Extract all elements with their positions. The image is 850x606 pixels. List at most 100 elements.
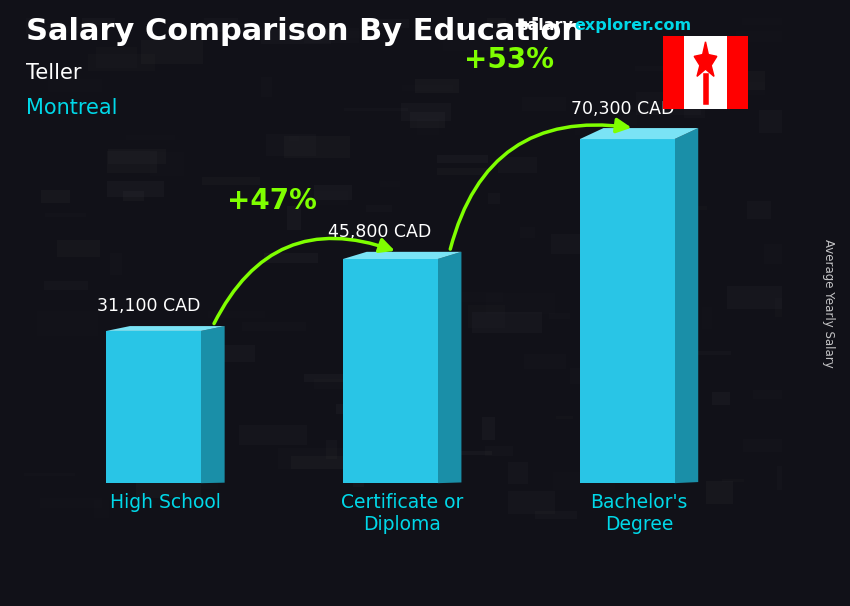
Bar [326,440,337,459]
Bar [520,227,536,238]
Bar [266,134,315,156]
Bar [110,253,122,275]
Bar [157,361,200,372]
Bar [393,274,413,286]
Text: Salary Comparison By Education: Salary Comparison By Education [26,17,583,46]
Bar [199,345,255,362]
Bar [264,253,318,263]
Bar [683,96,705,118]
Bar [242,322,306,331]
Bar [150,153,184,176]
Bar [437,155,489,164]
Bar [753,390,794,399]
Bar [298,191,348,205]
Bar [287,206,302,230]
Bar [498,157,536,173]
Polygon shape [201,326,224,483]
Polygon shape [694,42,717,76]
Bar [584,162,638,173]
Text: Teller: Teller [26,64,82,84]
Bar [729,72,766,90]
Bar [636,355,651,372]
Bar [107,151,156,173]
Bar [45,213,87,217]
Bar [291,456,343,470]
Bar [44,281,88,290]
Bar [415,79,459,93]
Text: explorer.com: explorer.com [575,18,692,33]
Text: +47%: +47% [228,187,317,215]
Bar [416,119,439,135]
Bar [136,482,201,498]
Text: 31,100 CAD: 31,100 CAD [97,298,201,315]
Bar [736,31,804,42]
Bar [742,15,799,25]
Bar [394,518,433,521]
Text: salary: salary [518,18,573,33]
Polygon shape [438,252,462,483]
Bar [289,136,299,141]
Bar [524,354,566,368]
Bar [663,36,684,109]
Bar [575,124,588,135]
Bar [303,375,368,382]
Bar [656,361,677,364]
Bar [702,307,711,329]
Bar [774,298,808,317]
Bar [261,77,272,97]
Bar [278,448,346,470]
Text: High School: High School [110,493,221,512]
Bar [284,136,350,158]
Bar [485,445,513,456]
Bar [107,181,163,197]
Bar [508,462,528,484]
Text: Average Yearly Salary: Average Yearly Salary [822,239,836,367]
Bar [618,410,660,425]
Bar [376,312,402,316]
Bar [207,311,265,318]
Bar [727,36,748,109]
Bar [368,19,409,28]
Bar [553,472,615,490]
Text: Certificate or
Diploma: Certificate or Diploma [341,493,463,534]
Bar [437,168,487,175]
Bar [33,27,95,33]
Bar [581,233,630,245]
Bar [438,292,503,302]
Bar [727,285,798,309]
Bar [96,47,137,68]
Bar [684,36,727,109]
Bar [432,451,492,456]
Bar [744,439,812,452]
Bar [24,473,76,476]
Bar [677,206,707,210]
Polygon shape [580,139,675,483]
Bar [48,79,102,92]
Bar [486,293,555,315]
Bar [123,191,144,201]
Bar [201,484,218,488]
Bar [353,464,364,487]
Bar [622,112,638,125]
Bar [366,205,393,211]
Bar [37,311,98,336]
Bar [632,365,652,384]
Bar [41,190,71,203]
Bar [635,66,664,71]
Bar [468,305,505,328]
Bar [402,85,453,92]
Bar [549,313,570,319]
Text: 70,300 CAD: 70,300 CAD [570,100,674,118]
Polygon shape [343,252,462,259]
Text: Montreal: Montreal [26,98,117,118]
Bar [570,368,581,384]
Bar [380,181,399,187]
Bar [625,258,671,271]
Bar [82,15,115,25]
Bar [343,108,408,111]
Bar [482,417,495,441]
Bar [747,201,771,219]
Bar [109,149,166,164]
Bar [314,379,377,389]
Bar [551,234,580,255]
